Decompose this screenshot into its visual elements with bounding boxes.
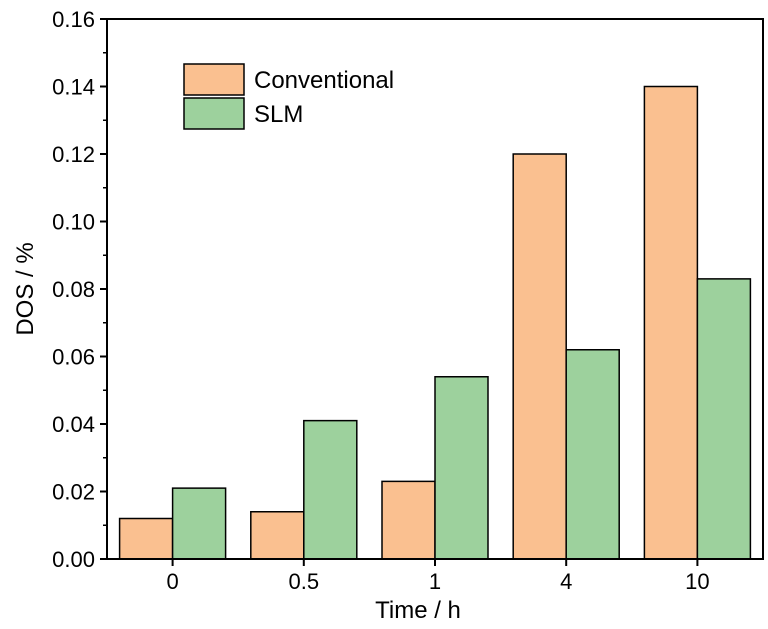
bar-slm-0	[171, 487, 227, 560]
bars-group	[118, 85, 752, 560]
bar-slm-10	[696, 278, 752, 560]
y-tick-label: 0.12	[52, 142, 95, 167]
bar-slm-4	[565, 349, 620, 560]
bar-conventional-1	[381, 480, 436, 560]
x-axis: 0 0.5 1 4 10	[166, 559, 710, 594]
bar-slm-1	[434, 376, 489, 560]
bar-conventional-4	[512, 153, 567, 560]
legend-swatch-slm	[183, 97, 245, 130]
y-tick-label: 0.02	[52, 480, 95, 505]
x-axis-title: Time / h	[375, 597, 461, 624]
y-tick-label: 0.08	[52, 277, 95, 302]
y-axis-title: DOS / %	[12, 242, 39, 335]
y-axis: 0.00 0.02 0.04 0.06 0.08 0.10 0.12 0.14 0.16	[52, 7, 107, 572]
x-tick-label: 0	[166, 569, 178, 594]
legend-label-conventional: Conventional	[254, 67, 394, 94]
x-tick-label: 1	[429, 569, 441, 594]
legend: Conventional SLM	[183, 63, 394, 130]
bar-conventional-0	[118, 517, 174, 560]
y-tick-label: 0.10	[52, 210, 95, 235]
y-tick-label: 0.06	[52, 345, 95, 370]
x-tick-label: 4	[560, 569, 572, 594]
bar-conventional-0.5	[250, 511, 305, 560]
x-tick-label: 10	[685, 569, 709, 594]
y-tick-label: 0.14	[52, 75, 95, 100]
bar-slm-0.5	[303, 419, 358, 560]
y-tick-label: 0.16	[52, 7, 95, 32]
y-tick-label: 0.00	[52, 547, 95, 572]
x-tick-label: 0.5	[289, 569, 320, 594]
bar-conventional-10	[643, 85, 699, 560]
legend-swatch-conventional	[183, 63, 245, 96]
y-tick-label: 0.04	[52, 412, 95, 437]
legend-label-slm: SLM	[254, 101, 303, 128]
